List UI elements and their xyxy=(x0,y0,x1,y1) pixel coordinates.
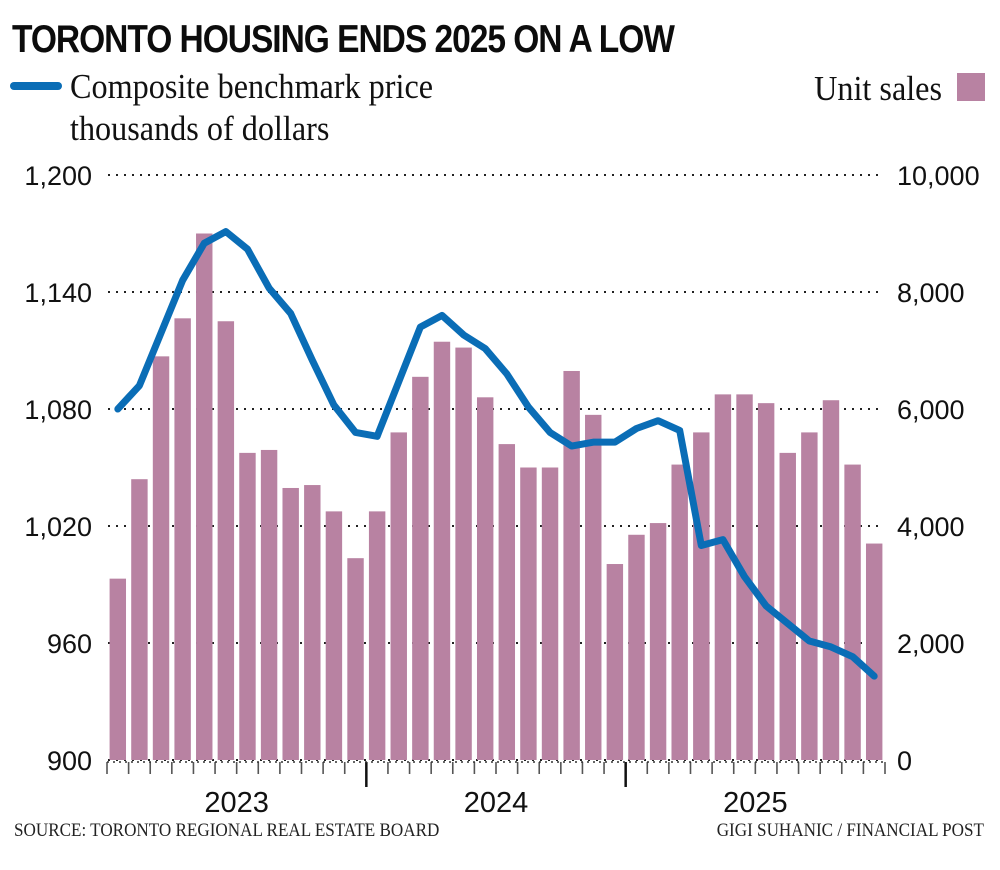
sales-bar xyxy=(585,414,602,760)
y-left-tick-label: 960 xyxy=(47,629,92,659)
x-year-label: 2023 xyxy=(204,787,269,819)
y-right-tick-label: 4,000 xyxy=(897,512,965,542)
y-right-tick-label: 10,000 xyxy=(897,161,980,191)
sales-bar xyxy=(304,485,321,760)
legend-price-label-line2: thousands of dollars xyxy=(70,109,330,148)
y-left-tick-label: 1,020 xyxy=(24,512,92,542)
y-left-tick-label: 1,140 xyxy=(24,278,92,308)
price-line-layer xyxy=(114,228,878,680)
sales-bar xyxy=(325,511,343,760)
sales-bar xyxy=(282,487,299,760)
gridlines xyxy=(108,174,880,761)
sales-bar xyxy=(433,341,451,760)
sales-bar xyxy=(649,523,667,760)
sales-bar xyxy=(628,534,645,760)
sales-bar xyxy=(757,403,775,760)
sales-bar xyxy=(822,400,840,760)
sales-bar xyxy=(347,558,364,760)
sales-bar xyxy=(239,452,256,760)
sales-bar xyxy=(498,444,516,760)
sales-bar xyxy=(455,347,472,760)
y-right-tick-label: 2,000 xyxy=(897,629,965,659)
legend-price-label: Composite benchmark price thousands of d… xyxy=(70,66,433,150)
y-left-tick-label: 900 xyxy=(47,746,92,776)
sales-bar xyxy=(606,564,624,760)
sales-bar xyxy=(714,394,732,760)
sales-bar xyxy=(131,479,148,760)
price-line xyxy=(114,228,878,680)
x-year-label: 2025 xyxy=(723,787,788,819)
legend-price-label-line1: Composite benchmark price xyxy=(70,67,434,106)
legend-price-line-icon xyxy=(10,82,62,90)
sales-bar xyxy=(217,321,235,760)
y-left-tick-label: 1,200 xyxy=(24,161,92,191)
x-year-label: 2024 xyxy=(464,787,529,819)
sales-bar xyxy=(390,432,407,760)
legend-sales-swatch-icon xyxy=(957,73,985,101)
sales-bar xyxy=(476,397,494,760)
x-axis: 2023 2024 2025 xyxy=(106,761,886,819)
sales-bar xyxy=(196,233,213,760)
sales-bar xyxy=(541,467,559,760)
sales-bar xyxy=(174,318,191,760)
credit-note: GIGI SUHANIC / FINANCIAL POST xyxy=(716,820,984,841)
sales-bar xyxy=(152,356,170,760)
sales-bar xyxy=(109,578,127,760)
sales-bar xyxy=(368,511,386,760)
y-axis-left: 900 960 1,020 1,080 1,140 1,200 xyxy=(24,161,92,776)
source-note: SOURCE: TORONTO REGIONAL REAL ESTATE BOA… xyxy=(14,820,440,841)
y-right-tick-label: 0 xyxy=(897,746,912,776)
sales-bar xyxy=(801,432,818,760)
sales-bar xyxy=(779,452,796,760)
sales-bar xyxy=(260,449,278,760)
sales-bar xyxy=(844,464,861,760)
sales-bars xyxy=(109,233,883,760)
legend-sales-label: Unit sales xyxy=(814,69,942,108)
chart-title: TORONTO HOUSING ENDS 2025 ON A LOW xyxy=(12,18,675,61)
y-left-tick-label: 1,080 xyxy=(24,395,92,425)
sales-bar xyxy=(520,467,537,760)
sales-bar xyxy=(693,432,710,760)
sales-bar xyxy=(412,376,429,760)
y-right-tick-label: 8,000 xyxy=(897,278,965,308)
y-right-tick-label: 6,000 xyxy=(897,395,965,425)
sales-bar xyxy=(671,464,688,760)
sales-bar xyxy=(865,543,883,760)
sales-bar xyxy=(563,370,580,760)
y-axis-right: 0 2,000 4,000 6,000 8,000 10,000 xyxy=(897,161,980,776)
